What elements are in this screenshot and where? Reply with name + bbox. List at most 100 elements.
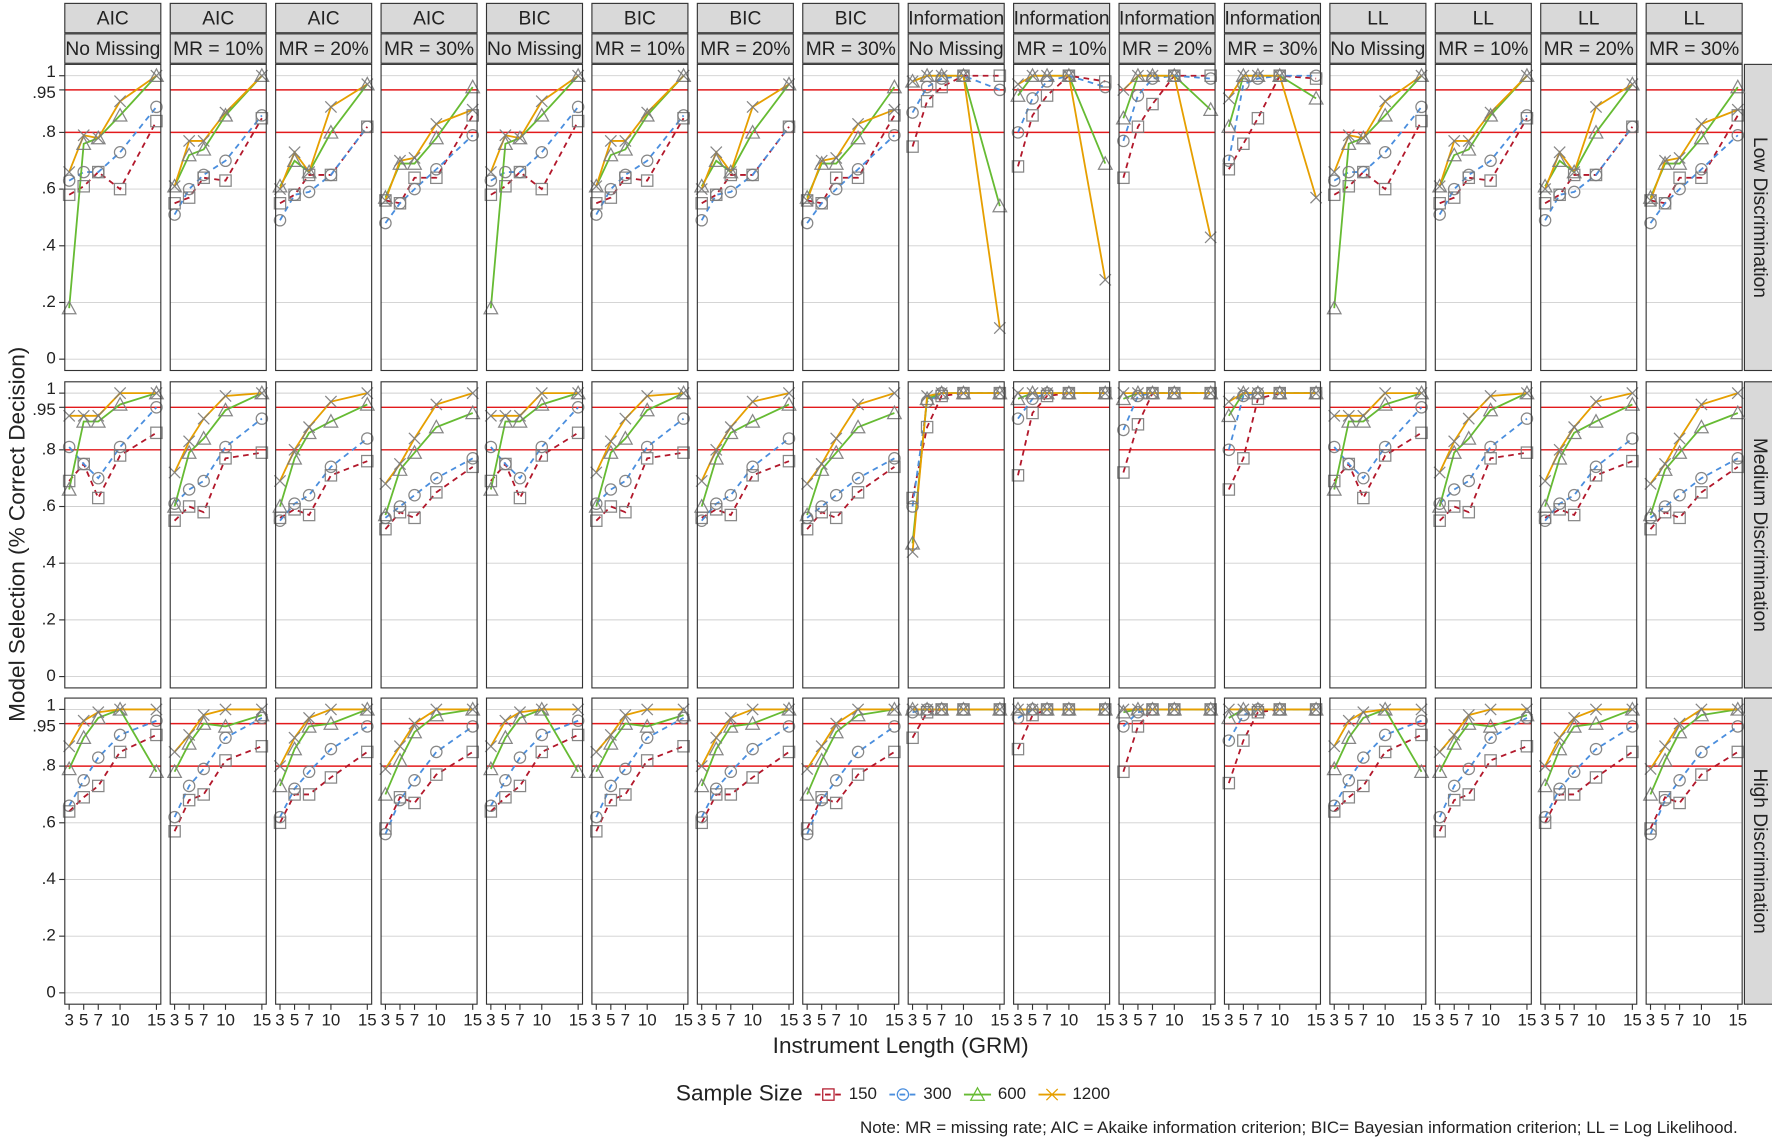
marker (1731, 745, 1745, 759)
marker (1250, 701, 1266, 716)
marker (724, 508, 738, 522)
panel-background (908, 64, 1005, 371)
marker (1413, 763, 1430, 779)
panel-border (1329, 63, 1427, 372)
series-line (911, 74, 1000, 147)
marker (1567, 508, 1581, 522)
panel (904, 697, 1008, 1005)
strip-label: AIC (97, 8, 129, 29)
marker (1235, 701, 1252, 716)
x-tick-label: 5 (1555, 1011, 1564, 1030)
strip (169, 2, 267, 34)
panel-background (1119, 64, 1216, 371)
marker (217, 107, 234, 122)
panel-border (1645, 697, 1743, 1005)
panel-background (170, 381, 267, 688)
marker (1379, 387, 1392, 400)
panel-background (381, 381, 478, 688)
marker (303, 166, 316, 179)
marker (1117, 171, 1130, 185)
marker (724, 788, 738, 801)
series-line (490, 734, 579, 813)
marker (1378, 182, 1392, 196)
panel-border (380, 697, 478, 1005)
marker (1355, 709, 1372, 725)
series-line (1439, 417, 1528, 505)
marker (830, 432, 843, 445)
marker (1251, 387, 1264, 400)
x-tick-label: 3 (486, 1011, 495, 1030)
x-tick-label: 15 (252, 1011, 271, 1030)
strip (169, 33, 267, 64)
x-axis-label: Instrument Length (GRM) (773, 1033, 1029, 1058)
marker (324, 460, 338, 474)
x-tick-label: 3 (697, 1011, 706, 1030)
panel-background (1540, 381, 1637, 688)
marker (288, 497, 301, 510)
marker (1695, 171, 1708, 185)
series-line (595, 745, 684, 832)
marker (483, 300, 499, 315)
marker (1377, 107, 1393, 122)
marker (1378, 440, 1392, 454)
marker (286, 450, 303, 465)
marker (1568, 166, 1581, 179)
panel-background (1329, 64, 1426, 371)
marker (286, 152, 303, 168)
y-tick-label: .4 (42, 553, 56, 572)
strip (1118, 33, 1216, 64)
panel (272, 63, 376, 372)
x-tick-label: 15 (1623, 1011, 1642, 1030)
panel-border (1329, 381, 1427, 689)
series-line (911, 74, 1001, 114)
panel (799, 381, 903, 689)
series-line (173, 451, 263, 522)
marker (1342, 409, 1355, 422)
marker (408, 488, 421, 502)
series-line (911, 392, 1000, 499)
marker (1538, 514, 1552, 527)
marker (571, 100, 585, 114)
panel (1537, 697, 1641, 1005)
marker (1222, 703, 1235, 716)
marker (1624, 701, 1641, 716)
marker (1237, 387, 1250, 400)
y-tick-label: .95 (32, 83, 56, 102)
marker (301, 164, 317, 179)
marker (273, 514, 287, 527)
marker (466, 745, 479, 759)
marker (1342, 774, 1356, 787)
panel-border (907, 381, 1005, 689)
strip-label: MR = 20% (700, 39, 790, 60)
panel-border (380, 63, 478, 372)
marker (1626, 454, 1639, 468)
strip-label: MR = 20% (1544, 39, 1634, 60)
series-line (1439, 117, 1528, 205)
marker (1431, 178, 1448, 193)
marker (499, 457, 512, 471)
panel-background (1435, 64, 1532, 371)
marker (302, 508, 316, 522)
y-tick-label: .8 (42, 756, 56, 775)
strip-label: BIC (729, 8, 761, 29)
marker (921, 703, 934, 716)
marker (63, 166, 76, 179)
marker (829, 774, 843, 787)
marker (1026, 109, 1039, 122)
marker (1693, 130, 1710, 145)
x-tick-label: 7 (410, 1011, 419, 1030)
marker (535, 745, 549, 759)
marker (464, 701, 481, 716)
marker (1251, 111, 1265, 125)
marker (746, 460, 759, 474)
marker (379, 194, 392, 207)
marker (359, 701, 376, 716)
marker (499, 774, 512, 787)
marker (1273, 69, 1286, 82)
x-tick-label: 3 (381, 1011, 390, 1030)
marker (675, 67, 692, 82)
marker (619, 505, 632, 519)
panel-background (1435, 381, 1532, 688)
marker (1538, 816, 1552, 830)
marker (1433, 497, 1446, 510)
